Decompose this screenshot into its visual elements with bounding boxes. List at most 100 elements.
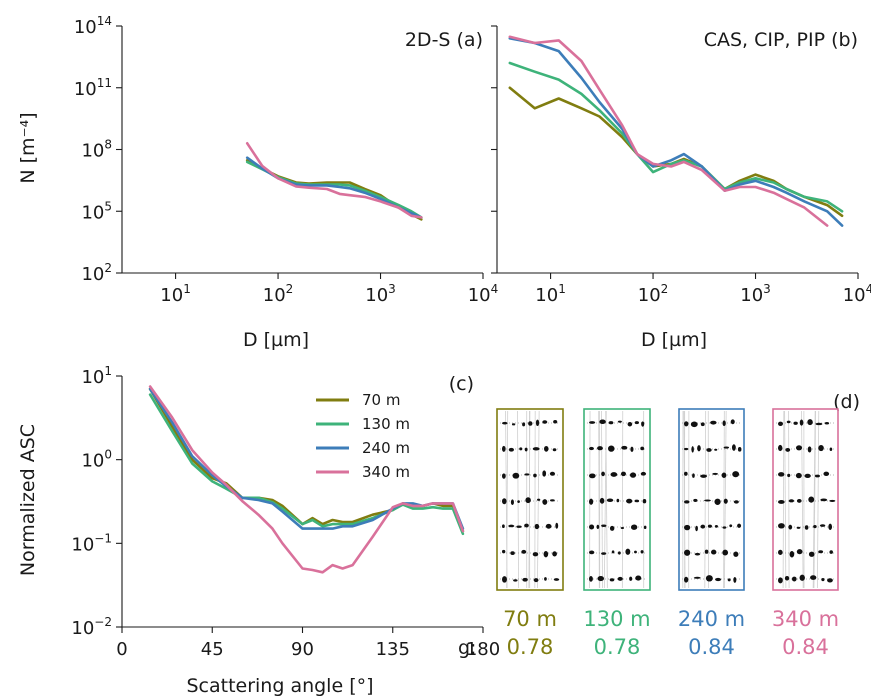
- particle-blob: [700, 422, 705, 427]
- asymmetry-value: 0.84: [688, 635, 735, 659]
- particle-blob: [697, 445, 701, 452]
- x-tick-label: 103: [740, 282, 771, 306]
- particle-blob: [630, 446, 634, 452]
- x-tick-label: 102: [263, 282, 294, 306]
- particle-blob: [818, 550, 824, 554]
- particle-blob: [808, 496, 815, 503]
- particle-blob: [542, 420, 548, 424]
- particle-blob: [511, 423, 516, 426]
- particle-blob: [502, 445, 506, 452]
- particle-blob: [599, 497, 605, 504]
- particle-blob: [787, 473, 791, 478]
- particle-blob: [778, 444, 783, 452]
- particle-blob: [545, 523, 552, 529]
- particle-blob: [601, 524, 607, 527]
- particle-blob: [524, 523, 529, 528]
- particle-blob: [629, 472, 637, 478]
- particle-blob: [589, 446, 594, 451]
- x-tick-label: 90: [291, 639, 314, 660]
- g-label: g:: [458, 637, 476, 659]
- particle-blob: [550, 499, 555, 502]
- particle-blob: [513, 579, 518, 582]
- particle-blob: [700, 524, 706, 529]
- particle-blob: [642, 499, 647, 504]
- particle-blob: [737, 523, 742, 528]
- particle-blob: [722, 549, 729, 556]
- particle-blob: [521, 549, 527, 554]
- particle-blob: [733, 577, 737, 583]
- particle-blob: [549, 471, 556, 476]
- particle-blob: [786, 420, 791, 424]
- series-line-130m: [245, 160, 423, 219]
- y-tick-label: 101: [81, 364, 112, 388]
- particle-blob: [788, 499, 795, 503]
- particle-blob: [690, 421, 698, 428]
- panel-a: 2D-S (a) N [m⁻⁴] D [µm] 101 102 103 104 102 1…: [17, 14, 498, 351]
- particle-blob: [714, 498, 721, 505]
- particle-blob: [808, 551, 815, 557]
- particle-image-column: [772, 408, 839, 591]
- asymmetry-value: 0.84: [782, 635, 829, 659]
- panel-b: CAS, CIP, PIP (b) D [µm] 101 102 103 104: [491, 25, 871, 351]
- particle-blob: [616, 498, 620, 503]
- particle-blob: [524, 447, 528, 452]
- particle-blob: [640, 471, 647, 476]
- particle-blob: [627, 421, 633, 427]
- column-height-label: 130 m: [583, 607, 650, 631]
- particle-blob: [610, 472, 618, 477]
- particle-blob: [533, 473, 537, 478]
- series-line-130m: [508, 61, 844, 213]
- particle-blob: [516, 525, 522, 528]
- y-tick-label: 102: [81, 261, 112, 285]
- panel-d-annotation: (d): [833, 391, 860, 413]
- particle-blob: [807, 446, 812, 453]
- particle-blob: [789, 551, 795, 558]
- particle-blob: [684, 524, 691, 531]
- y-tick-label: 100: [81, 448, 112, 472]
- particle-blob: [508, 447, 514, 452]
- x-tick-label: 104: [843, 282, 871, 306]
- particle-blob: [544, 577, 547, 581]
- particle-blob: [706, 448, 712, 452]
- particle-image-column: [678, 408, 745, 591]
- particle-blob: [640, 446, 645, 451]
- particle-blob: [785, 447, 791, 452]
- particle-blob: [722, 420, 726, 427]
- panel-c-annotation: (c): [449, 373, 474, 395]
- particle-blob: [544, 445, 549, 452]
- particle-blob: [512, 472, 520, 479]
- particle-blob: [532, 447, 540, 451]
- particle-blob: [807, 419, 813, 426]
- particle-blob: [502, 473, 506, 479]
- particle-blob: [502, 421, 508, 425]
- particle-blob: [502, 524, 505, 528]
- particle-blob: [589, 421, 596, 424]
- particle-image-frame: [678, 408, 745, 591]
- y-tick-label: 108: [81, 138, 112, 162]
- particle-blob: [788, 524, 793, 530]
- particle-blob: [535, 419, 540, 427]
- particle-blob: [611, 550, 615, 554]
- particle-blob: [733, 500, 739, 504]
- particle-blob: [510, 499, 514, 505]
- particle-blob: [727, 578, 731, 582]
- particle-blob: [712, 472, 718, 475]
- particle-blob: [617, 576, 623, 581]
- particle-blob: [819, 524, 826, 527]
- y-tick-label: 1014: [74, 14, 112, 38]
- particle-blob: [723, 446, 730, 449]
- particle-blob: [630, 524, 638, 530]
- particle-blob: [793, 421, 798, 425]
- particle-blob: [532, 552, 539, 557]
- particle-image-column: [496, 408, 564, 591]
- y-tick-label: 1011: [74, 76, 112, 100]
- particle-blob: [711, 549, 717, 555]
- x-tick-label: 103: [365, 282, 396, 306]
- particle-blob: [714, 524, 718, 528]
- particle-blob: [555, 522, 559, 529]
- particle-blob: [732, 471, 740, 478]
- particle-blob: [778, 500, 785, 504]
- particle-blob: [502, 549, 506, 554]
- particle-blob: [684, 447, 689, 451]
- series-line-70m: [245, 159, 423, 221]
